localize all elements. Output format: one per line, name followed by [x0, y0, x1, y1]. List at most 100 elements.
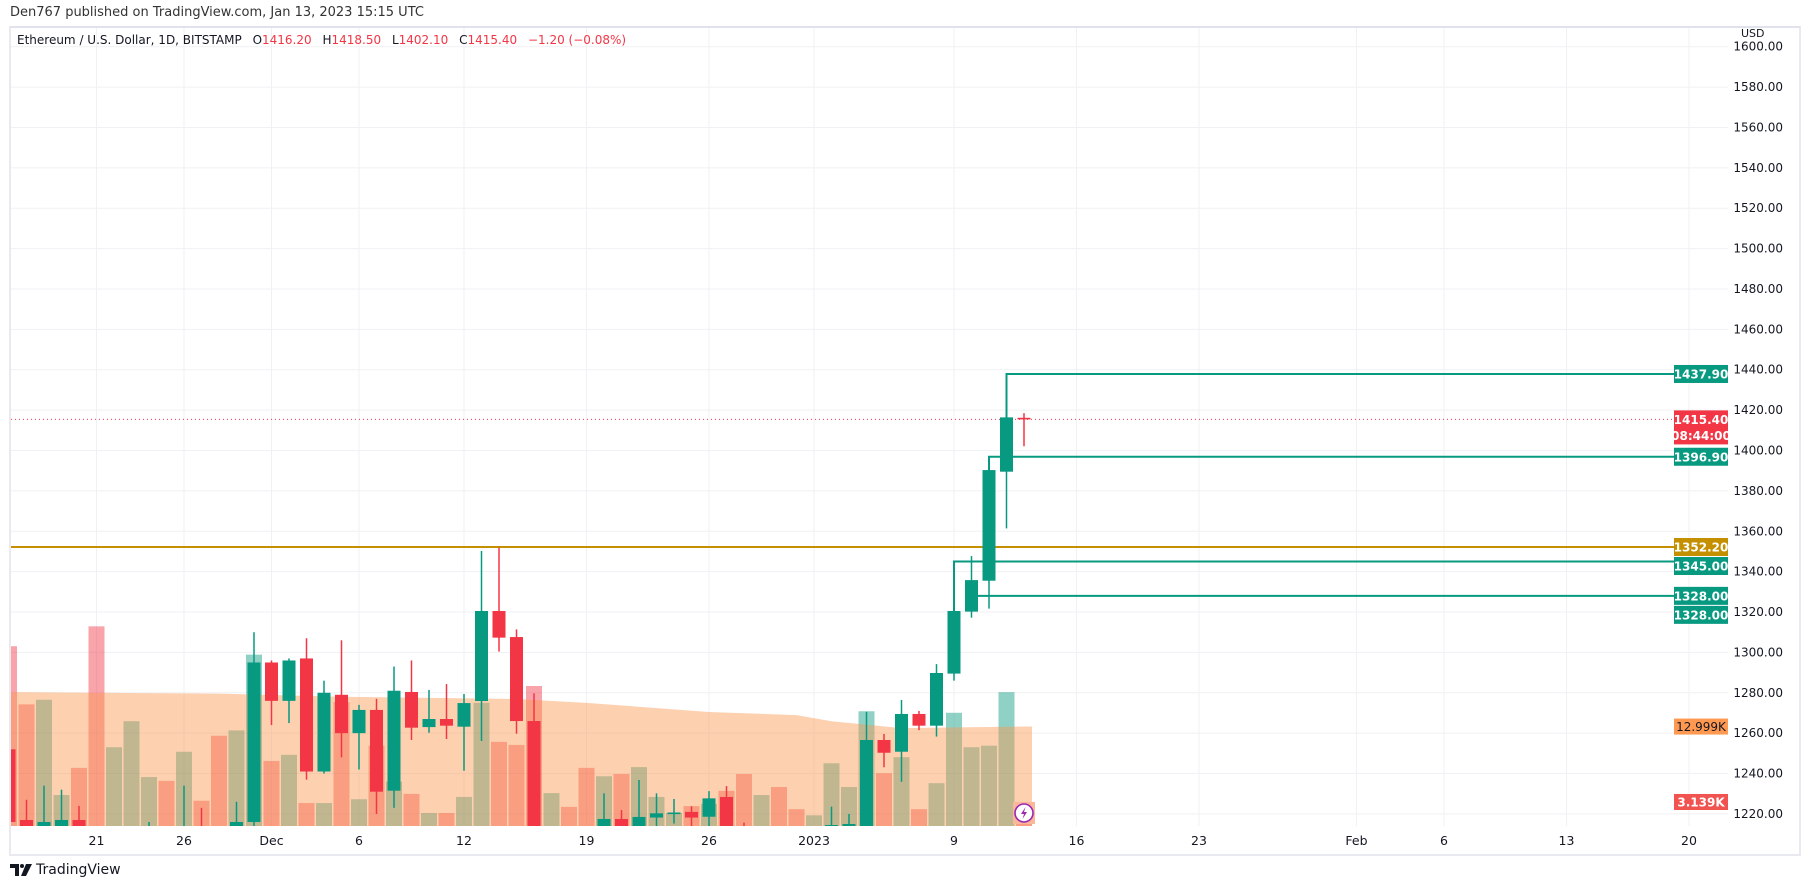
- candle-body: [527, 721, 541, 826]
- publish-info: Den767 published on TradingView.com, Jan…: [10, 5, 424, 20]
- price-tags: 1437.90 1415.40 08:44:00 1396.90 1352.20 1345…: [1671, 364, 1731, 810]
- price-tick-label: 1300.00: [1733, 645, 1783, 659]
- volume-bar: [963, 747, 980, 826]
- volume-bar: [543, 793, 560, 826]
- candle-body: [247, 662, 261, 822]
- candle-body: [842, 824, 856, 826]
- candle-body: [877, 740, 891, 753]
- ray-price-tag-bg: [1674, 557, 1728, 575]
- volume-bar: [36, 699, 52, 826]
- candle-body: [370, 709, 383, 792]
- price-tick-label: 1320.00: [1733, 605, 1783, 619]
- volume-bar: [473, 702, 490, 826]
- price-tick-label: 1260.00: [1733, 726, 1783, 740]
- price-tick-label: 1400.00: [1733, 443, 1783, 457]
- high-label: H: [322, 33, 332, 47]
- close-value: 1415.40: [467, 33, 518, 47]
- open-value: 1416.20: [262, 33, 312, 47]
- volume-bar: [141, 777, 157, 826]
- volume-bar: [351, 799, 367, 826]
- symbol-name[interactable]: Ethereum / U.S. Dollar, 1D, BITSTAMP: [17, 33, 242, 47]
- time-tick-label: 6: [1440, 833, 1448, 848]
- time-tick-label: 12: [456, 833, 472, 848]
- currency-label[interactable]: USD: [1741, 27, 1765, 40]
- time-tick-label: 21: [89, 833, 105, 848]
- candle-body: [37, 821, 51, 826]
- change-value: −1.20 (−0.08%): [527, 33, 627, 47]
- price-tick-label: 1480.00: [1733, 282, 1783, 296]
- volume-bar: [18, 704, 35, 826]
- volume-bar: [893, 757, 910, 826]
- candle-body: [510, 637, 523, 722]
- price-tick-label: 1460.00: [1733, 322, 1783, 336]
- ray-price-tag: 1345.00: [1674, 560, 1729, 574]
- candle-body: [230, 821, 243, 826]
- candle-body: [895, 713, 908, 752]
- ray-price-tag-secondary: 1328.00: [1674, 608, 1729, 622]
- tradingview-brand[interactable]: TradingView: [10, 862, 121, 878]
- level-price-tag: 1352.20: [1674, 541, 1729, 555]
- volume-bar: [736, 773, 752, 826]
- candle-body: [597, 818, 611, 826]
- candle-body: [947, 611, 961, 674]
- candle-body: [1017, 417, 1031, 420]
- volume-bar: [613, 773, 630, 826]
- volume-bar: [561, 806, 577, 826]
- volume-bar: [771, 786, 787, 826]
- volume-ma-tag-bg: [1674, 718, 1728, 735]
- time-tick-label: 6: [355, 833, 363, 848]
- ray-line: [1005, 372, 1728, 418]
- volume-ma-area: [11, 692, 1032, 826]
- volume-bar: [403, 793, 420, 826]
- candle-body: [930, 672, 943, 726]
- volume-ma-area: [11, 692, 1032, 826]
- volume-ma-tag: 12.999K: [1676, 720, 1727, 734]
- time-tick-label: 26: [701, 833, 717, 848]
- time-tick-label: Feb: [1345, 833, 1367, 848]
- volume-bar: [998, 692, 1015, 826]
- candle-body: [632, 816, 646, 826]
- time-tick-label: 13: [1559, 833, 1575, 848]
- candle-body: [282, 660, 296, 701]
- candle-body: [457, 703, 471, 727]
- volume-bar: [456, 796, 472, 826]
- price-tick-label: 1420.00: [1733, 403, 1783, 417]
- candle-body: [1000, 417, 1013, 472]
- ray-price-tag: 1437.90: [1674, 367, 1729, 381]
- price-tick-label: 1240.00: [1733, 767, 1783, 781]
- candle-body: [422, 719, 436, 728]
- volume-bar: [281, 754, 297, 826]
- time-tick-label: 20: [1681, 833, 1697, 848]
- candle-body: [860, 740, 873, 826]
- volume-bar: [211, 735, 227, 826]
- price-tick-label: 1600.00: [1733, 40, 1783, 54]
- time-tick-label: 19: [579, 833, 595, 848]
- candle-body: [825, 825, 838, 826]
- lightning-icon[interactable]: [1013, 802, 1035, 824]
- time-tick-label: Dec: [259, 833, 283, 848]
- ray-price-tag-bg: [1674, 586, 1728, 605]
- symbol-legend: Ethereum / U.S. Dollar, 1D, BITSTAMP O14…: [17, 33, 626, 47]
- ray-price-tag: 1328.00: [1674, 589, 1729, 603]
- price-tick-label: 1440.00: [1733, 363, 1783, 377]
- drawn-lines: [11, 372, 1728, 612]
- candle-body: [335, 694, 348, 734]
- ray-price-tag-bg: [1674, 447, 1728, 466]
- candle-body: [265, 662, 278, 701]
- price-tick-label: 1340.00: [1733, 565, 1783, 579]
- volume-bar: [316, 803, 332, 826]
- candle-body: [650, 813, 663, 818]
- volume-bar: [158, 780, 175, 826]
- time-tick-label: 26: [176, 833, 192, 848]
- candle-body: [11, 749, 16, 822]
- grid-lines: [11, 28, 1728, 826]
- price-tick-label: 1380.00: [1733, 484, 1783, 498]
- volume-bar: [88, 626, 105, 826]
- candle-body: [492, 611, 506, 638]
- volume-bar: [928, 783, 945, 826]
- volume-bar: [753, 795, 770, 826]
- volume-bar: [421, 812, 437, 826]
- last-price-tag: 1415.40: [1674, 413, 1729, 427]
- volume-bar: [123, 721, 140, 826]
